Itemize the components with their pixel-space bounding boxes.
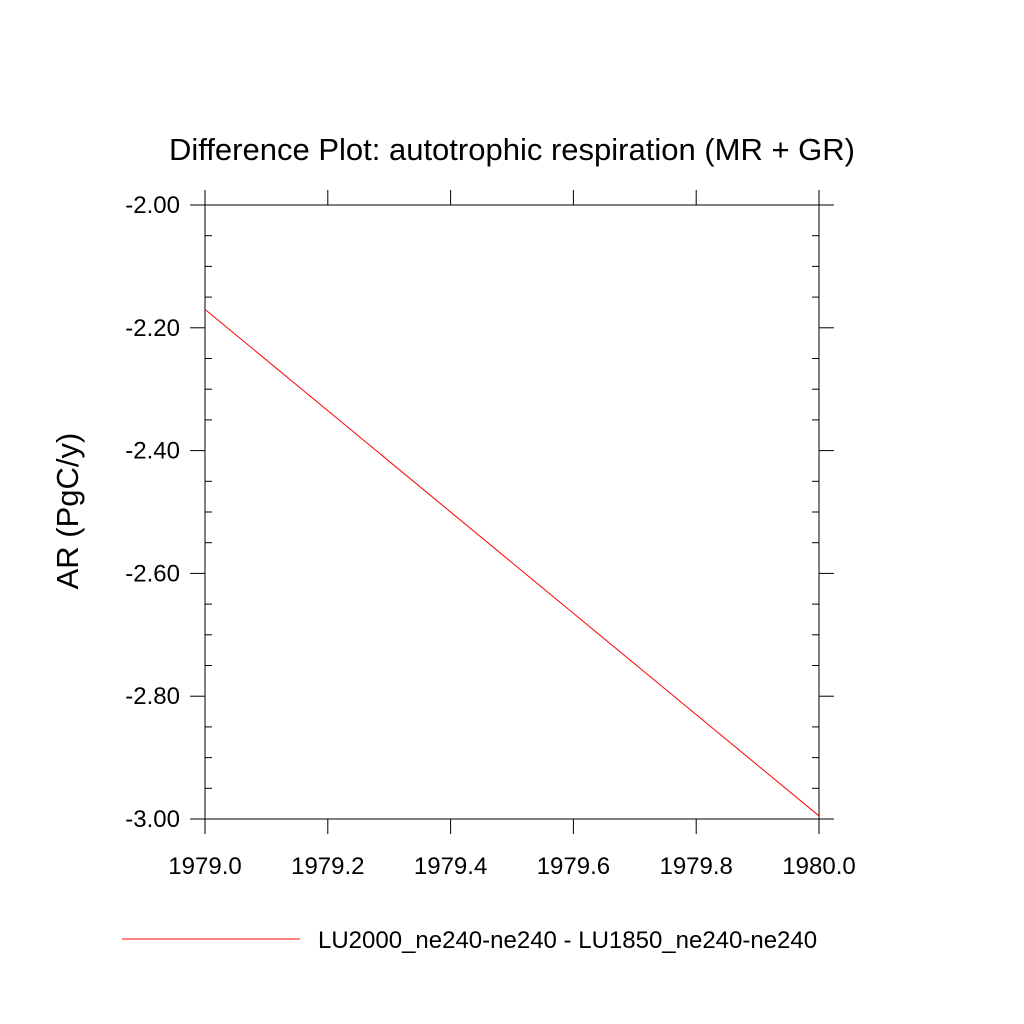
chart-title: Difference Plot: autotrophic respiration… [169, 132, 855, 167]
x-tick-label: 1979.8 [659, 853, 732, 880]
x-tick-label: 1979.4 [414, 853, 487, 880]
y-tick-label: -2.40 [125, 438, 180, 465]
y-tick-label: -2.20 [125, 315, 180, 342]
y-tick-label: -2.60 [125, 560, 180, 587]
x-tick-labels: 1979.0 1979.2 1979.4 1979.6 1979.8 1980.0 [168, 853, 855, 880]
y-tick-label: -2.00 [125, 192, 180, 219]
series-line [204, 308, 820, 817]
legend: LU2000_ne240-ne240 - LU1850_ne240-ne240 [122, 927, 817, 954]
y-tick-labels: -2.00 -2.20 -2.40 -2.60 -2.80 -3.00 [125, 192, 180, 833]
major-ticks [190, 190, 834, 834]
y-tick-label: -2.80 [125, 683, 180, 710]
series-layer [204, 308, 820, 817]
x-tick-label: 1979.0 [168, 853, 241, 880]
minor-ticks [205, 235, 819, 789]
x-tick-label: 1979.2 [291, 853, 364, 880]
x-tick-label: 1980.0 [782, 853, 855, 880]
legend-label: LU2000_ne240-ne240 - LU1850_ne240-ne240 [318, 927, 817, 954]
y-axis-label: AR (PgC/y) [50, 433, 85, 590]
plot-frame [204, 204, 820, 820]
y-tick-label: -3.00 [125, 806, 180, 833]
x-tick-label: 1979.6 [537, 853, 610, 880]
